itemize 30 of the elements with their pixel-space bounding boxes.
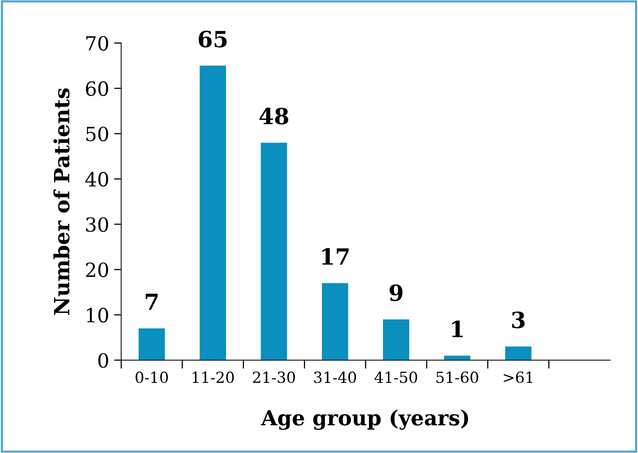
bar xyxy=(505,346,532,360)
bar xyxy=(322,283,348,360)
y-tick-label: 50 xyxy=(86,126,108,142)
data-label: 65 xyxy=(198,30,227,48)
data-label: 48 xyxy=(259,108,288,124)
x-tick-label: 21-30 xyxy=(252,372,295,384)
y-tick-label: 30 xyxy=(86,217,108,232)
x-tick-label: 51-60 xyxy=(436,372,478,384)
bar xyxy=(200,66,226,360)
x-tick-label: 11-20 xyxy=(192,372,234,384)
y-tick-label: 60 xyxy=(86,81,108,96)
x-axis-title: Age group (years) xyxy=(260,409,468,430)
y-tick-label: 10 xyxy=(87,308,108,322)
bar xyxy=(260,142,288,360)
y-axis-title: Number of Patients xyxy=(53,88,70,315)
y-tick-label: 40 xyxy=(85,172,108,187)
bar xyxy=(382,319,410,360)
x-tick-label: 0-10 xyxy=(136,372,168,384)
data-label: 9 xyxy=(390,284,402,302)
x-tick-label: >61 xyxy=(504,372,532,384)
data-label: 1 xyxy=(452,320,463,338)
y-tick-label: 70 xyxy=(86,36,108,51)
data-label: 3 xyxy=(512,312,525,328)
y-tick-label: 20 xyxy=(86,262,108,278)
y-tick-label: 0 xyxy=(98,353,108,368)
x-tick-label: 41-50 xyxy=(374,372,418,384)
x-tick-label: 31-40 xyxy=(314,372,356,384)
data-label: 7 xyxy=(146,294,158,310)
bar xyxy=(138,328,165,360)
data-label: 17 xyxy=(322,248,349,265)
